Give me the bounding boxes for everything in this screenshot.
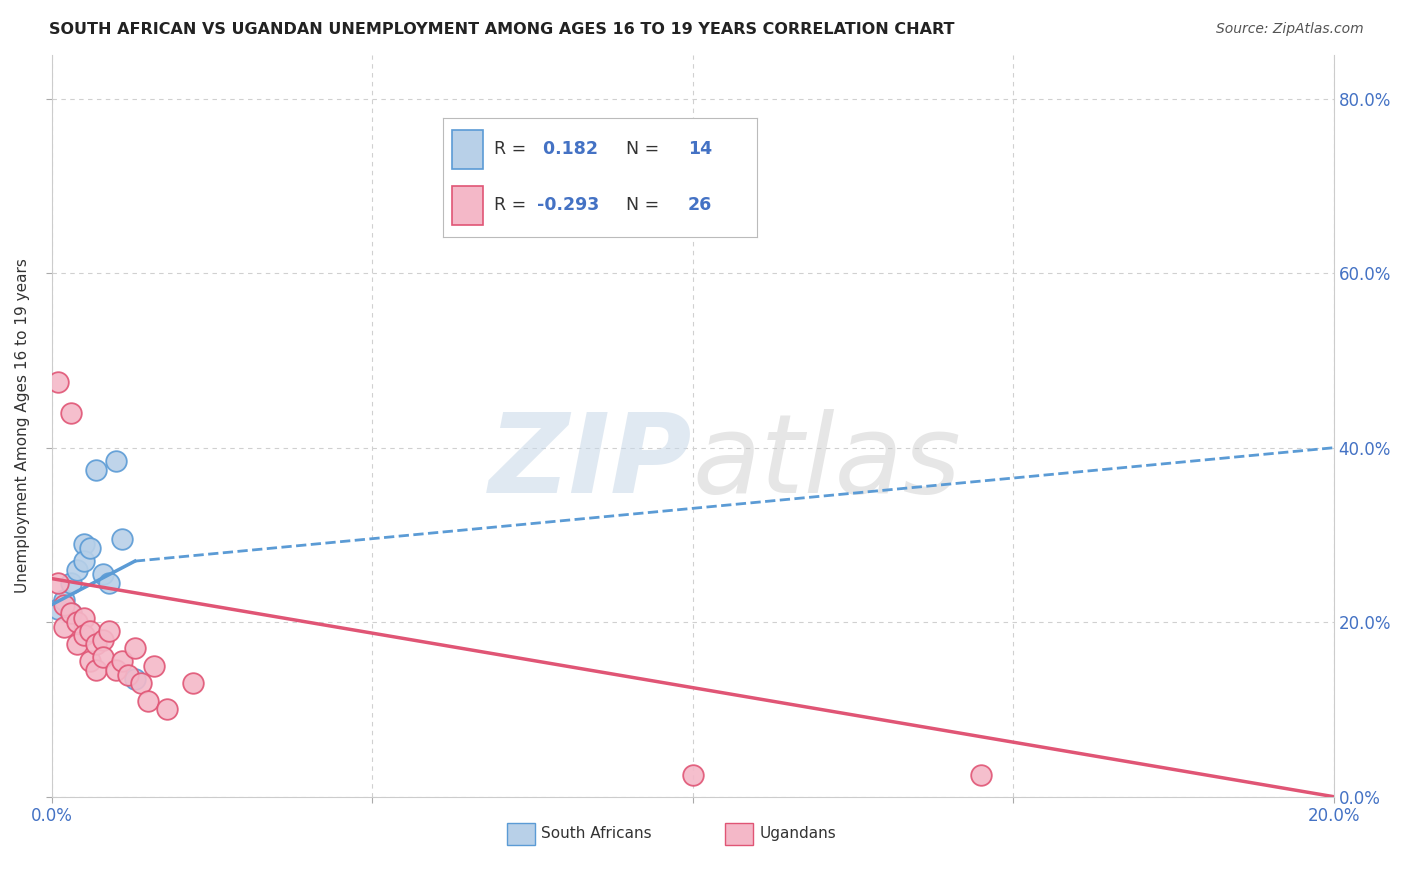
Text: ZIP: ZIP xyxy=(489,409,693,516)
Point xyxy=(104,454,127,468)
Point xyxy=(91,650,114,665)
Point xyxy=(59,607,82,621)
Point xyxy=(66,615,89,630)
Point xyxy=(72,628,94,642)
Point xyxy=(59,607,82,621)
Point xyxy=(156,702,179,716)
Text: SOUTH AFRICAN VS UGANDAN UNEMPLOYMENT AMONG AGES 16 TO 19 YEARS CORRELATION CHAR: SOUTH AFRICAN VS UGANDAN UNEMPLOYMENT AM… xyxy=(49,22,955,37)
Point xyxy=(79,655,101,669)
Point xyxy=(46,576,69,591)
Point xyxy=(53,598,76,612)
Point xyxy=(181,676,204,690)
Text: Ugandans: Ugandans xyxy=(759,826,837,841)
Text: atlas: atlas xyxy=(693,409,962,516)
Point xyxy=(72,537,94,551)
Point xyxy=(86,663,108,677)
Point xyxy=(111,655,134,669)
Point xyxy=(86,637,108,651)
Point xyxy=(79,624,101,638)
Point xyxy=(53,619,76,633)
Point xyxy=(111,533,134,547)
FancyBboxPatch shape xyxy=(506,822,534,845)
Point xyxy=(86,462,108,476)
Point xyxy=(91,632,114,647)
Point xyxy=(104,663,127,677)
Point xyxy=(59,576,82,591)
Text: South Africans: South Africans xyxy=(541,826,652,841)
Text: Source: ZipAtlas.com: Source: ZipAtlas.com xyxy=(1216,22,1364,37)
Point xyxy=(91,567,114,582)
Point xyxy=(117,667,139,681)
Point xyxy=(136,694,159,708)
Point xyxy=(53,593,76,607)
Point xyxy=(143,658,166,673)
Point xyxy=(124,672,146,686)
Point xyxy=(59,406,82,420)
Point xyxy=(72,611,94,625)
Point xyxy=(129,676,152,690)
Point xyxy=(72,554,94,568)
Y-axis label: Unemployment Among Ages 16 to 19 years: Unemployment Among Ages 16 to 19 years xyxy=(15,259,30,593)
Point xyxy=(98,576,121,591)
Point xyxy=(66,563,89,577)
Point xyxy=(79,541,101,555)
Point xyxy=(46,376,69,390)
FancyBboxPatch shape xyxy=(724,822,752,845)
Point xyxy=(682,768,704,782)
Point xyxy=(98,624,121,638)
Point xyxy=(46,602,69,616)
Point xyxy=(970,768,993,782)
Point xyxy=(66,637,89,651)
Point xyxy=(124,641,146,656)
